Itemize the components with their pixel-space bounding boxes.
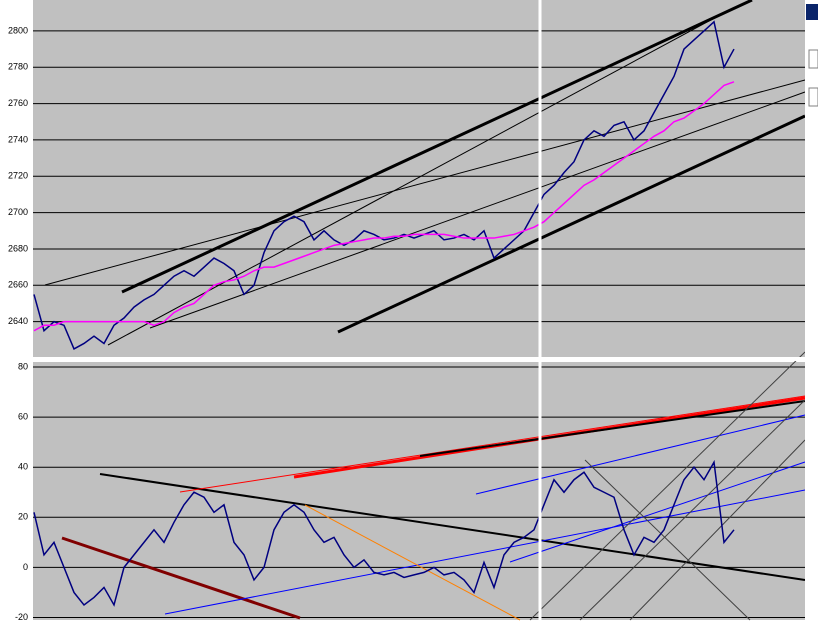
y-tick-label: 2740 — [8, 134, 28, 144]
y-tick-label: 2780 — [8, 62, 28, 72]
y-tick-label: -20 — [15, 612, 28, 622]
y-tick-label: 20 — [18, 512, 28, 522]
bottom-panel — [33, 362, 805, 620]
grid — [33, 30, 805, 618]
data-line — [33, 459, 735, 607]
trend-line — [61, 536, 301, 620]
trend-line — [579, 399, 806, 621]
trend-line — [419, 400, 806, 457]
side-field[interactable] — [808, 87, 818, 107]
trend-line — [337, 114, 806, 334]
trend-line — [584, 459, 751, 621]
side-field[interactable] — [808, 49, 818, 69]
trend-line — [44, 79, 806, 286]
trend-line — [629, 439, 806, 621]
trend-line — [529, 351, 806, 621]
y-tick-label: 60 — [18, 411, 28, 421]
y-tick-label: 2660 — [8, 280, 28, 290]
trend-line — [475, 414, 806, 495]
y-tick-label: 2700 — [8, 207, 28, 217]
data-line — [33, 20, 735, 350]
series-layer — [33, 20, 735, 607]
y-tick-label: 2720 — [8, 171, 28, 181]
top-panel — [33, 0, 805, 358]
y-tick-label: 0 — [23, 562, 28, 572]
trend-line — [164, 489, 806, 615]
trend-line — [121, 0, 753, 294]
y-tick-label: 2640 — [8, 316, 28, 326]
trend-line — [509, 461, 806, 563]
y-tick-label: 2800 — [8, 25, 28, 35]
trend-line — [179, 395, 806, 493]
trend-line — [107, 14, 721, 346]
y-tick-label: 40 — [18, 462, 28, 472]
side-strip — [805, 0, 818, 622]
trend-lines — [44, 0, 806, 621]
trend-line — [149, 91, 806, 329]
y-tick-label: 2680 — [8, 243, 28, 253]
y-tick-label: 80 — [18, 361, 28, 371]
side-button[interactable] — [806, 4, 818, 20]
y-tick-label: 2760 — [8, 98, 28, 108]
trend-line — [99, 473, 806, 581]
data-line — [33, 81, 735, 332]
trend-line — [304, 504, 521, 621]
